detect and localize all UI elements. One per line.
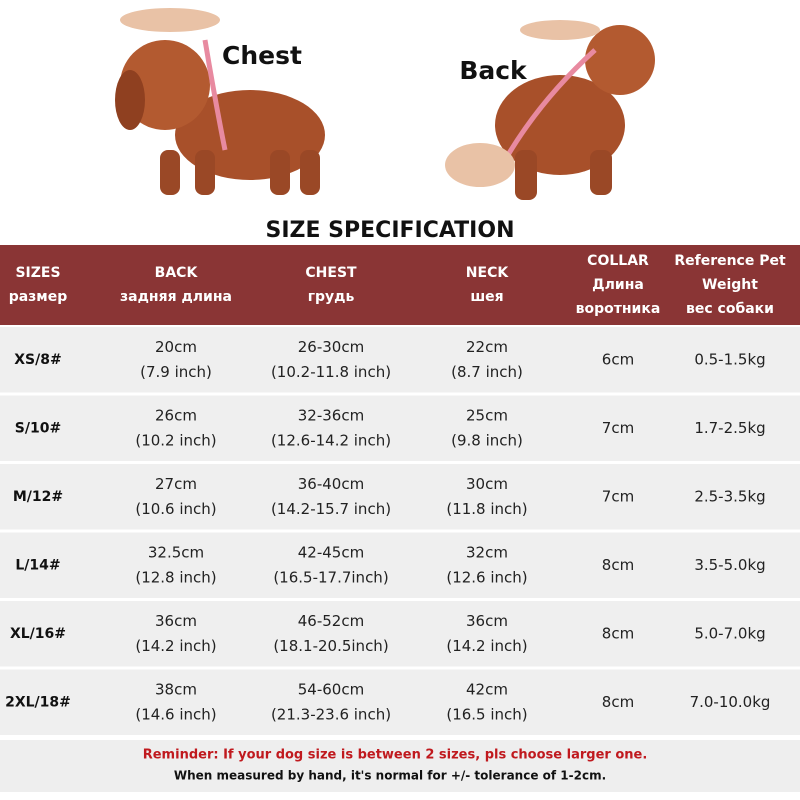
header-text: грудь xyxy=(308,289,355,305)
size-label: 2XL/18# xyxy=(5,694,71,710)
cell-text: 5.0-7.0kg xyxy=(694,624,765,642)
size-label: M/12# xyxy=(13,489,63,505)
cell-text: 32.5cm xyxy=(148,543,204,561)
tape xyxy=(502,48,597,162)
size-label: XL/16# xyxy=(10,626,66,642)
header-text: задняя длина xyxy=(120,289,232,305)
row-bg xyxy=(0,464,800,530)
photo-label: Chest xyxy=(222,41,302,70)
row-bg xyxy=(0,395,800,461)
cell-text: (12.6 inch) xyxy=(446,568,527,586)
cell-text: 20cm xyxy=(155,338,197,356)
notes-bg xyxy=(0,740,800,792)
cell-text: 38cm xyxy=(155,680,197,698)
cell-text: (10.6 inch) xyxy=(135,500,216,518)
dog-leg xyxy=(590,150,612,195)
dog-head xyxy=(585,25,655,95)
header-text: CHEST xyxy=(305,265,357,281)
cell-text: 3.5-5.0kg xyxy=(694,556,765,574)
cell-text: 32cm xyxy=(466,543,508,561)
cell-text: 8cm xyxy=(602,556,634,574)
cell-text: (16.5 inch) xyxy=(446,705,527,723)
cell-text: (8.7 inch) xyxy=(451,363,523,381)
cell-text: 36cm xyxy=(155,612,197,630)
cell-text: 30cm xyxy=(466,475,508,493)
dog-ear xyxy=(115,70,145,130)
cell-text: 42-45cm xyxy=(298,543,364,561)
tape xyxy=(202,39,228,151)
cell-text: 26cm xyxy=(155,406,197,424)
cell-text: 46-52cm xyxy=(298,612,364,630)
cell-text: (10.2 inch) xyxy=(135,431,216,449)
row-bg xyxy=(0,669,800,735)
cell-text: (14.2 inch) xyxy=(135,637,216,655)
size-label: S/10# xyxy=(15,420,61,436)
dog-leg xyxy=(515,150,537,200)
header-text: шея xyxy=(470,289,503,305)
cell-text: (14.2 inch) xyxy=(446,637,527,655)
cell-text: (10.2-11.8 inch) xyxy=(271,363,391,381)
header-text: Длина xyxy=(592,277,644,293)
cell-text: 7cm xyxy=(602,419,634,437)
size-label: XS/8# xyxy=(14,352,61,368)
hand xyxy=(520,20,600,40)
cell-text: (16.5-17.7inch) xyxy=(273,568,388,586)
header-text: Weight xyxy=(702,277,758,293)
cell-text: 7cm xyxy=(602,487,634,505)
hand xyxy=(445,143,515,187)
header-text: SIZES xyxy=(15,265,60,281)
cell-text: (21.3-23.6 inch) xyxy=(271,705,391,723)
cell-text: 8cm xyxy=(602,624,634,642)
cell-text: (12.6-14.2 inch) xyxy=(271,431,391,449)
cell-text: 7.0-10.0kg xyxy=(690,693,771,711)
header-text: NECK xyxy=(466,265,510,281)
cell-text: 1.7-2.5kg xyxy=(694,419,765,437)
cell-text: (14.6 inch) xyxy=(135,705,216,723)
row-bg xyxy=(0,532,800,598)
hand xyxy=(120,8,220,32)
cell-text: (9.8 inch) xyxy=(451,431,523,449)
dog-leg xyxy=(195,150,215,195)
header-text: размер xyxy=(9,289,68,305)
photo-chest: Chest xyxy=(115,8,325,195)
cell-text: 25cm xyxy=(466,406,508,424)
reminder: Reminder: If your dog size is between 2 … xyxy=(143,748,648,763)
header-text: вес собаки xyxy=(686,301,774,317)
dog-leg xyxy=(300,150,320,195)
title: SIZE SPECIFICATION xyxy=(266,218,515,243)
cell-text: 6cm xyxy=(602,350,634,368)
cell-text: 32-36cm xyxy=(298,406,364,424)
tolerance-note: When measured by hand, it's normal for +… xyxy=(174,769,606,783)
cell-text: 0.5-1.5kg xyxy=(694,350,765,368)
size-label: L/14# xyxy=(15,557,60,573)
cell-text: 36cm xyxy=(466,612,508,630)
cell-text: 8cm xyxy=(602,693,634,711)
row-bg xyxy=(0,327,800,393)
cell-text: 2.5-3.5kg xyxy=(694,487,765,505)
table-header-bg xyxy=(0,245,800,325)
photo-label: Back xyxy=(459,56,528,85)
cell-text: 26-30cm xyxy=(298,338,364,356)
row-bg xyxy=(0,601,800,667)
cell-text: (7.9 inch) xyxy=(140,363,212,381)
cell-text: (12.8 inch) xyxy=(135,568,216,586)
cell-text: (14.2-15.7 inch) xyxy=(271,500,391,518)
dog-leg xyxy=(270,150,290,195)
cell-text: 54-60cm xyxy=(298,680,364,698)
header-text: BACK xyxy=(155,265,199,281)
cell-text: 27cm xyxy=(155,475,197,493)
header-text: воротника xyxy=(576,301,661,317)
cell-text: 22cm xyxy=(466,338,508,356)
cell-text: 42cm xyxy=(466,680,508,698)
photo-back: Back xyxy=(445,20,655,200)
cell-text: (11.8 inch) xyxy=(446,500,527,518)
header-text: COLLAR xyxy=(587,253,649,269)
cell-text: 36-40cm xyxy=(298,475,364,493)
dog-leg xyxy=(160,150,180,195)
header-text: Reference Pet xyxy=(674,253,786,269)
cell-text: (18.1-20.5inch) xyxy=(273,637,388,655)
